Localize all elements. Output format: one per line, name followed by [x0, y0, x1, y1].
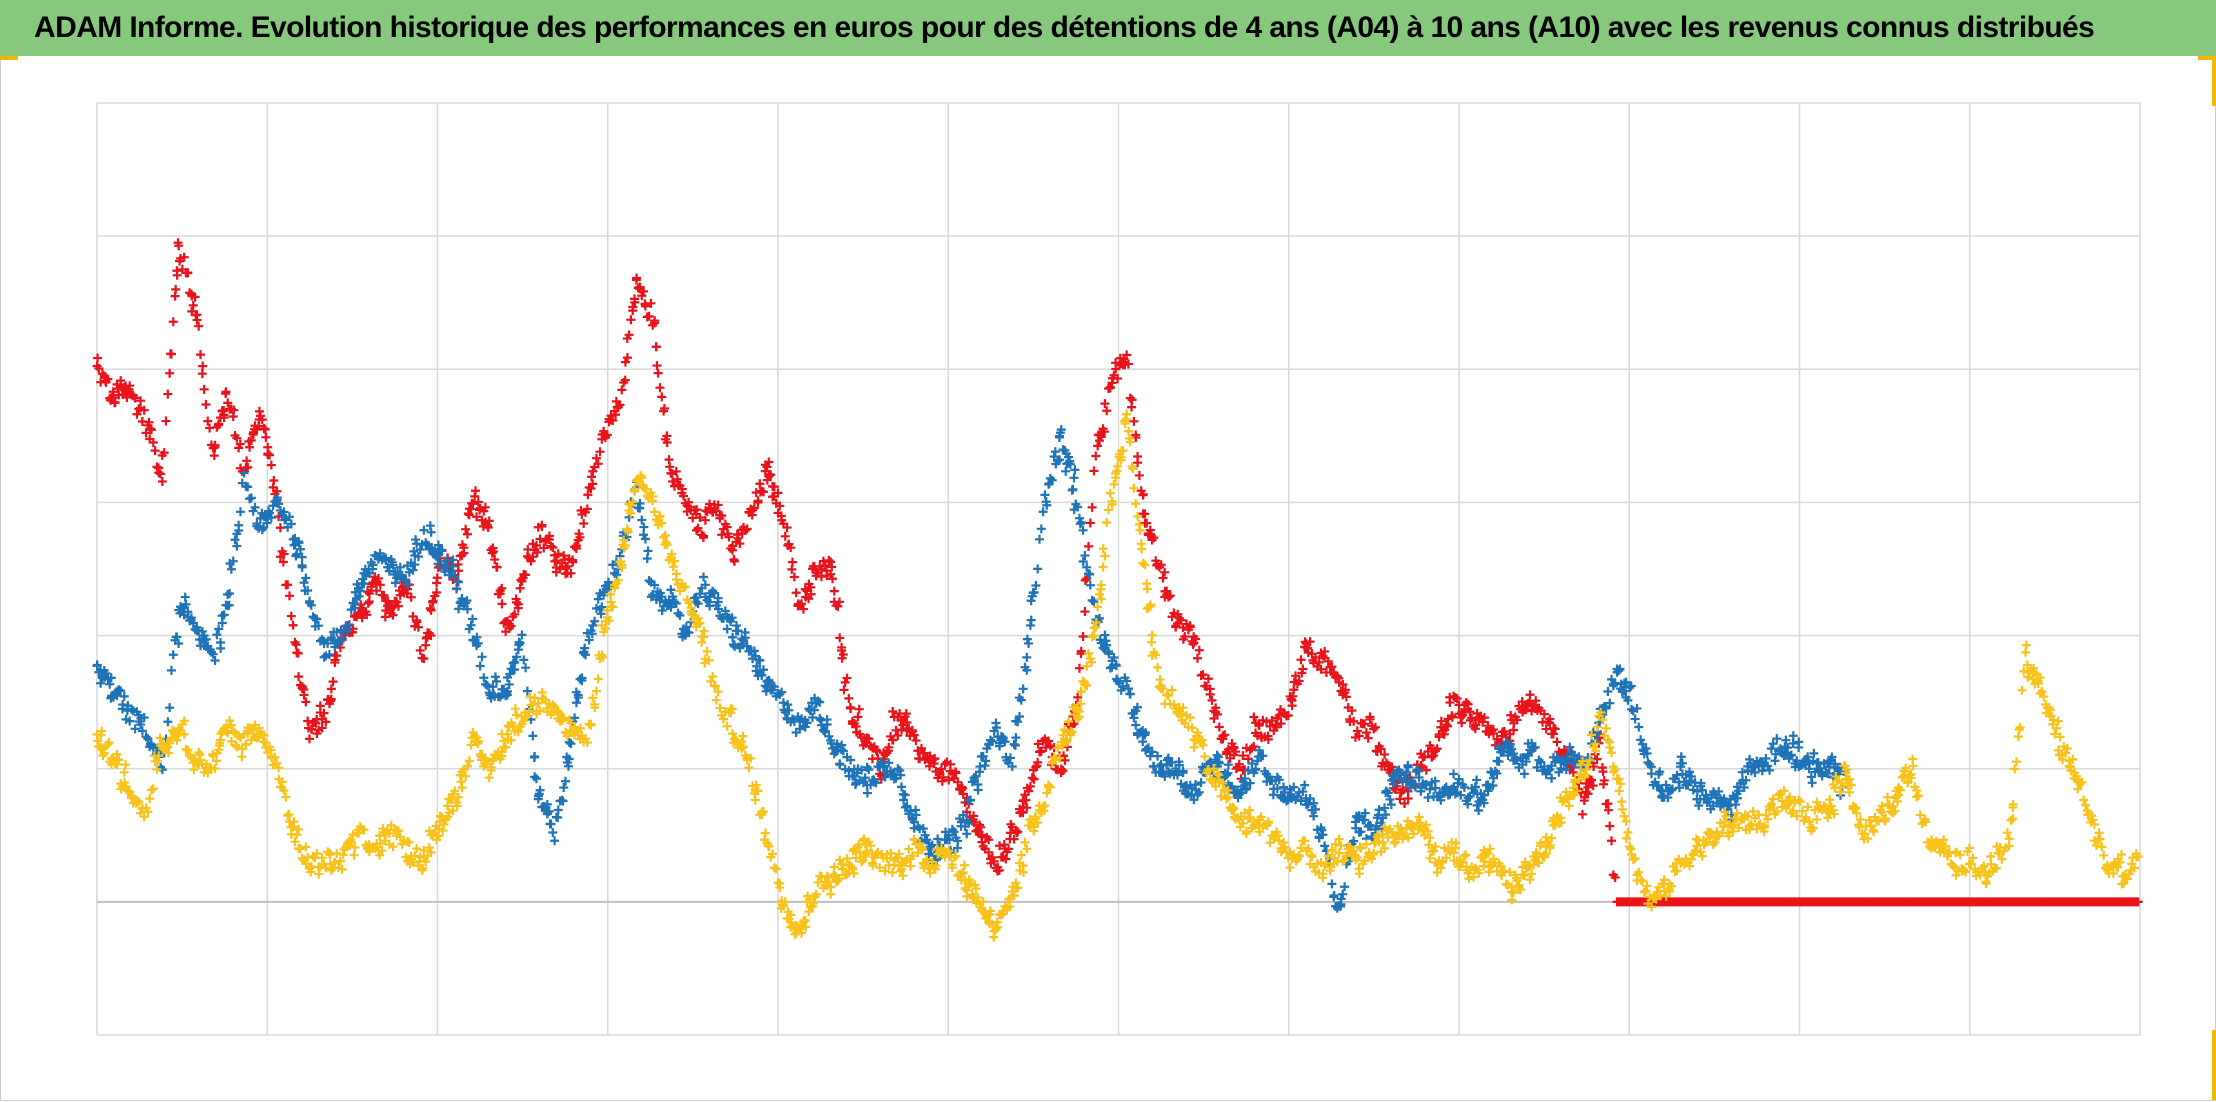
gridlines	[96, 102, 2141, 1036]
corner-accent-top-right	[2198, 56, 2216, 60]
corner-accent-right-edge	[2212, 56, 2216, 106]
title-bar: ADAM Informe. Evolution historique des p…	[0, 0, 2216, 56]
chart-title: ADAM Informe. Evolution historique des p…	[34, 11, 2095, 44]
corner-accent-bottom-right	[2212, 1030, 2216, 1100]
corner-accent-top-left	[0, 56, 18, 60]
series-markers	[92, 409, 2143, 942]
data-markers	[92, 238, 2143, 942]
series-markers	[92, 425, 1849, 913]
